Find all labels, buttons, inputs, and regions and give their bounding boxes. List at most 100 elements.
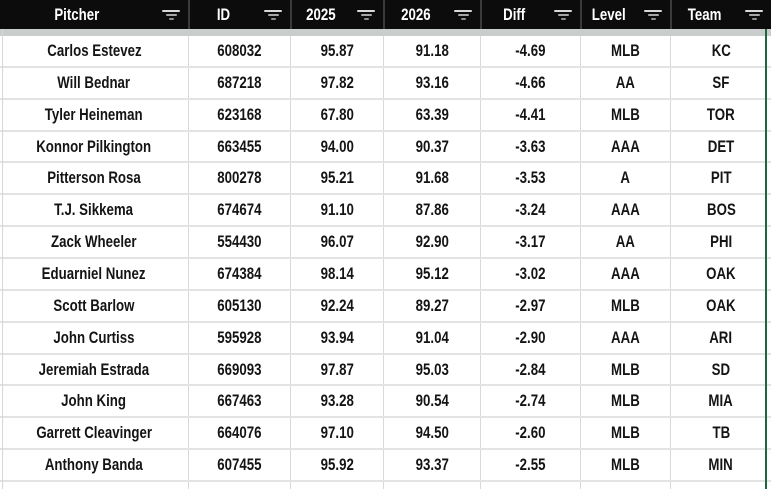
cell-y2026: 93.16 (383, 67, 480, 98)
table-row: Pitterson Rosa 800278 95.21 91.68 -3.53 A PIT (0, 163, 771, 196)
cell-diff: -2.90 (480, 322, 580, 353)
cell-team: BOS (670, 195, 771, 226)
cell-level: AAA (580, 131, 670, 162)
cell-diff: -3.53 (480, 163, 580, 194)
cell-pitcher: Tyler Heineman (45, 104, 143, 124)
table-row: Jeremiah Estrada 669093 97.87 95.03 -2.84 MLB… (0, 354, 771, 387)
cell-y2026: 91.04 (383, 322, 480, 353)
cell-y2025: 97.82 (290, 67, 383, 98)
filter-icon[interactable] (546, 0, 580, 29)
table-header: Pitcher ID 2025 2026 Diff Level Team (0, 0, 771, 29)
cell-y2025 (290, 482, 383, 489)
cell-diff: -4.66 (480, 67, 580, 98)
filter-icon[interactable] (154, 0, 188, 29)
cell-pitcher: Carlos Estevez (46, 40, 142, 60)
cell-id: 674674 (188, 195, 290, 226)
cell-level: MLB (580, 418, 670, 449)
cell-diff: -3.24 (480, 195, 580, 226)
cell-level: AAA (580, 259, 670, 289)
cell-team: SF (670, 67, 771, 98)
cell-diff (480, 482, 580, 489)
cell-level: A (580, 163, 670, 194)
column-header-y2026[interactable]: 2026 (383, 0, 480, 29)
cell-y2025: 67.80 (290, 99, 383, 130)
cell-y2025: 94.00 (290, 131, 383, 162)
cell-pitcher: John King (61, 391, 127, 411)
cell-id: 669093 (188, 354, 290, 385)
table-left-border (2, 29, 3, 489)
cell-id (188, 482, 290, 489)
filter-icon[interactable] (349, 0, 383, 29)
cell-pitcher: Eduarniel Nunez (42, 263, 146, 283)
cell-y2025: 93.94 (290, 322, 383, 353)
table-row: Scott Barlow 605130 92.24 89.27 -2.97 MLB OAK (0, 290, 771, 323)
cell-y2026: 63.39 (383, 99, 480, 130)
cell-level: AAA (580, 322, 670, 353)
cell-y2025: 98.14 (290, 259, 383, 289)
cell-y2026: 87.86 (383, 195, 480, 226)
column-header-team[interactable]: Team (670, 0, 771, 29)
cell-pitcher: Scott Barlow (53, 295, 135, 315)
cell-level: MLB (580, 354, 670, 385)
column-header-diff[interactable]: Diff (480, 0, 580, 29)
cell-team: PHI (670, 227, 771, 258)
cell-id: 674384 (188, 259, 290, 289)
cell-team: ARI (670, 322, 771, 353)
column-header-pitcher[interactable]: Pitcher (0, 0, 188, 29)
cell-y2025: 95.87 (290, 36, 383, 66)
column-header-id[interactable]: ID (188, 0, 290, 29)
cell-level (580, 482, 670, 489)
cell-team: DET (670, 131, 771, 162)
filter-icon[interactable] (737, 0, 771, 29)
cell-y2026: 91.18 (383, 36, 480, 66)
cell-pitcher: Konnor Pilkington (36, 136, 152, 156)
cell-y2025: 97.10 (290, 418, 383, 449)
cell-y2025: 97.87 (290, 354, 383, 385)
table-row: Will Bednar 687218 97.82 93.16 -4.66 AA SF (0, 67, 771, 100)
cell-diff: -2.84 (480, 354, 580, 385)
cell-y2025: 95.92 (290, 450, 383, 481)
cell-team: SD (670, 354, 771, 385)
cell-id: 607455 (188, 450, 290, 481)
cell-y2026: 90.54 (383, 386, 480, 417)
sheet-selection-right-border (765, 29, 767, 489)
cell-diff: -4.41 (480, 99, 580, 130)
cell-diff: -2.74 (480, 386, 580, 417)
cell-id: 687218 (188, 67, 290, 98)
cell-level: MLB (580, 36, 670, 66)
cell-level: AAA (580, 195, 670, 226)
cell-team: PIT (670, 163, 771, 194)
cell-y2026: 92.90 (383, 227, 480, 258)
table-row: Konnor Pilkington 663455 94.00 90.37 -3.63 AA… (0, 131, 771, 164)
cell-pitcher: Garrett Cleavinger (36, 423, 152, 443)
column-header-level[interactable]: Level (580, 0, 670, 29)
cell-team: OAK (670, 290, 771, 321)
cell-diff: -3.02 (480, 259, 580, 289)
cell-pitcher: Anthony Banda (45, 455, 143, 475)
cell-y2026: 91.68 (383, 163, 480, 194)
table-row: Anthony Banda 607455 95.92 93.37 -2.55 MLB MIN (0, 450, 771, 483)
table-row: Carlos Estevez 608032 95.87 91.18 -4.69 MLB KC (0, 36, 771, 68)
header-underline-band (0, 29, 771, 36)
cell-level: MLB (580, 290, 670, 321)
filter-icon[interactable] (636, 0, 670, 29)
cell-id: 663455 (188, 131, 290, 162)
cell-level: AA (580, 227, 670, 258)
cell-y2026: 93.37 (383, 450, 480, 481)
cell-team: TB (670, 418, 771, 449)
cell-pitcher: Jeremiah Estrada (38, 359, 150, 379)
cell-id: 623168 (188, 99, 290, 130)
cell-id: 800278 (188, 163, 290, 194)
cell-id: 554430 (188, 227, 290, 258)
cell-id: 595928 (188, 322, 290, 353)
filter-icon[interactable] (256, 0, 290, 29)
column-header-y2025[interactable]: 2025 (290, 0, 383, 29)
table-row: John King 667463 93.28 90.54 -2.74 MLB MIA (0, 386, 771, 419)
cell-team: KC (670, 36, 771, 66)
cell-y2026: 89.27 (383, 290, 480, 321)
cell-diff: -2.55 (480, 450, 580, 481)
cell-pitcher: Pitterson Rosa (47, 168, 141, 188)
filter-icon[interactable] (446, 0, 480, 29)
cell-team: MIN (670, 450, 771, 481)
